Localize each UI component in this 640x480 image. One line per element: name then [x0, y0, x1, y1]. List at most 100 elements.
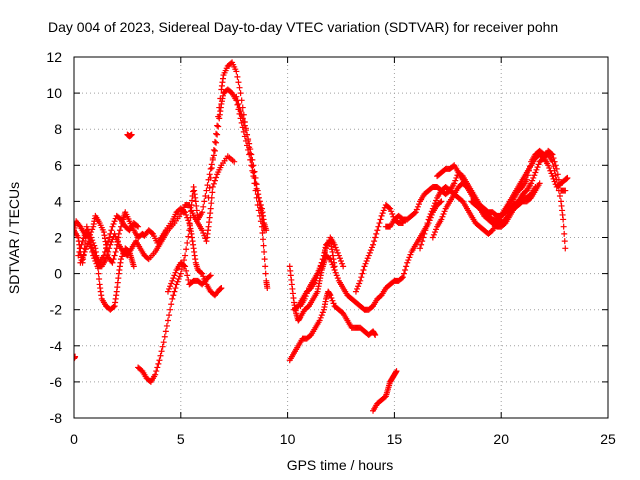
- data-point: [116, 227, 123, 234]
- data-point: [235, 100, 242, 107]
- data-point: [89, 244, 96, 251]
- data-point: [135, 223, 142, 230]
- x-axis-label: GPS time / hours: [287, 457, 394, 473]
- data-point: [378, 212, 385, 219]
- data-point: [330, 300, 337, 307]
- data-point: [183, 246, 190, 253]
- data-point: [237, 108, 244, 115]
- data-point: [423, 223, 430, 230]
- data-point: [209, 183, 216, 190]
- y-tick-label: 10: [46, 85, 62, 101]
- data-point: [555, 176, 562, 183]
- data-point: [318, 312, 325, 319]
- data-point: [218, 285, 225, 292]
- x-tick-label: 25: [600, 431, 616, 447]
- data-point: [335, 252, 342, 259]
- data-point: [264, 285, 271, 292]
- data-point: [247, 146, 254, 153]
- data-point: [398, 275, 405, 282]
- data-point: [178, 266, 185, 273]
- data-point: [431, 200, 438, 207]
- data-point: [417, 245, 424, 252]
- data-point: [333, 247, 340, 254]
- data-point: [117, 256, 124, 263]
- data-point: [331, 263, 338, 270]
- data-point: [422, 227, 429, 234]
- data-point: [404, 259, 411, 266]
- data-point: [103, 245, 110, 252]
- data-point: [339, 260, 346, 267]
- data-point: [162, 328, 169, 335]
- data-point: [528, 180, 535, 187]
- data-point: [153, 368, 160, 375]
- data-point: [374, 227, 381, 234]
- data-point: [427, 211, 434, 218]
- data-point: [109, 259, 116, 266]
- data-point: [320, 252, 327, 259]
- data-point: [170, 275, 177, 282]
- data-point: [236, 84, 243, 91]
- data-point: [441, 208, 448, 215]
- data-point: [453, 174, 460, 181]
- data-point: [561, 230, 568, 237]
- data-point: [91, 249, 98, 256]
- data-point: [169, 277, 176, 284]
- data-point: [181, 262, 188, 269]
- data-point: [174, 278, 181, 285]
- data-point: [399, 274, 406, 281]
- data-point: [359, 270, 366, 277]
- data-point: [206, 171, 213, 178]
- data-point: [373, 230, 380, 237]
- data-point: [429, 234, 436, 241]
- data-point: [128, 131, 135, 138]
- data-point: [111, 252, 118, 259]
- data-point: [554, 171, 561, 178]
- data-point: [88, 241, 95, 248]
- data-point: [161, 333, 168, 340]
- data-point: [166, 285, 173, 292]
- data-point: [207, 165, 214, 172]
- data-point: [241, 122, 248, 129]
- data-point: [372, 234, 379, 241]
- data-point: [238, 111, 245, 118]
- data-point: [200, 273, 207, 280]
- data-point: [261, 256, 268, 263]
- data-point: [186, 227, 193, 234]
- data-point: [211, 177, 218, 184]
- data-point: [532, 169, 539, 176]
- data-point: [106, 234, 113, 241]
- data-point: [187, 214, 194, 221]
- x-tick-label: 20: [493, 431, 509, 447]
- data-point: [534, 164, 541, 171]
- data-point: [550, 175, 557, 182]
- data-point: [206, 273, 213, 280]
- y-tick-label: -4: [50, 338, 63, 354]
- data-point: [201, 198, 208, 205]
- data-point: [83, 243, 90, 250]
- data-point: [111, 218, 118, 225]
- data-point: [213, 174, 220, 181]
- data-point: [112, 248, 119, 255]
- data-point: [110, 220, 117, 227]
- data-point: [430, 231, 437, 238]
- data-point: [184, 272, 191, 279]
- data-point: [87, 238, 94, 245]
- data-point: [319, 309, 326, 316]
- y-tick-label: 8: [54, 121, 62, 137]
- data-point: [156, 357, 163, 364]
- data-point: [88, 229, 95, 236]
- data-point: [85, 234, 92, 241]
- data-point: [208, 200, 215, 207]
- data-point: [545, 162, 552, 169]
- data-point: [171, 288, 178, 295]
- data-point: [451, 180, 458, 187]
- data-point: [244, 131, 251, 138]
- data-point: [210, 146, 217, 153]
- data-point: [168, 301, 175, 308]
- data-point: [368, 244, 375, 251]
- data-point: [77, 259, 84, 266]
- data-point: [209, 155, 216, 162]
- data-point: [177, 270, 184, 277]
- data-point: [170, 292, 177, 299]
